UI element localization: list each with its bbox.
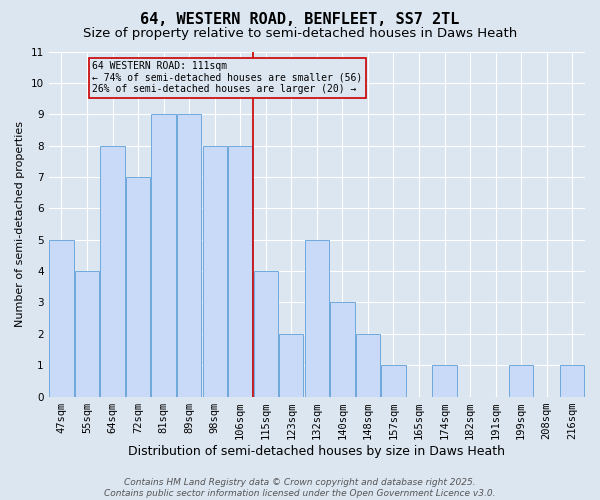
Bar	[560, 365, 584, 396]
Bar	[75, 271, 99, 396]
Bar	[203, 146, 227, 396]
Bar	[177, 114, 201, 397]
Bar	[228, 146, 253, 396]
Bar	[126, 177, 150, 396]
Bar	[151, 114, 176, 397]
Bar	[305, 240, 329, 396]
Bar	[330, 302, 355, 396]
Bar	[382, 365, 406, 396]
Text: 64 WESTERN ROAD: 111sqm
← 74% of semi-detached houses are smaller (56)
26% of se: 64 WESTERN ROAD: 111sqm ← 74% of semi-de…	[92, 61, 362, 94]
Text: Contains HM Land Registry data © Crown copyright and database right 2025.
Contai: Contains HM Land Registry data © Crown c…	[104, 478, 496, 498]
Text: 64, WESTERN ROAD, BENFLEET, SS7 2TL: 64, WESTERN ROAD, BENFLEET, SS7 2TL	[140, 12, 460, 28]
Bar	[433, 365, 457, 396]
Bar	[254, 271, 278, 396]
X-axis label: Distribution of semi-detached houses by size in Daws Heath: Distribution of semi-detached houses by …	[128, 444, 505, 458]
Bar	[100, 146, 125, 396]
Bar	[356, 334, 380, 396]
Bar	[49, 240, 74, 396]
Y-axis label: Number of semi-detached properties: Number of semi-detached properties	[15, 121, 25, 327]
Bar	[509, 365, 533, 396]
Text: Size of property relative to semi-detached houses in Daws Heath: Size of property relative to semi-detach…	[83, 28, 517, 40]
Bar	[279, 334, 304, 396]
